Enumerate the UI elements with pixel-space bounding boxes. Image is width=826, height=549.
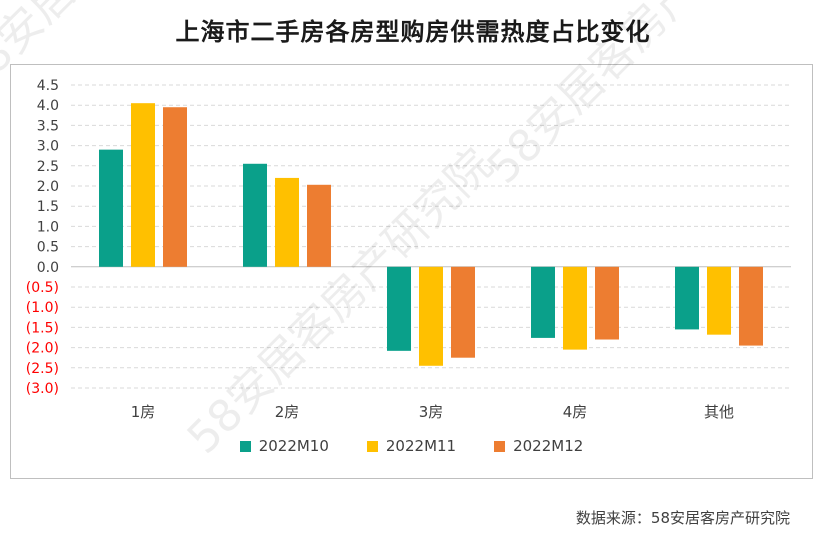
y-tick-label: 2.0 [37, 179, 59, 195]
y-tick-label: 1.0 [37, 219, 59, 235]
bar-chart: 4.5 4.0 3.5 3.0 2.5 2.0 1.5 1.0 0.5 0.0 (0.5) (1.0)… [26, 78, 791, 421]
legend: 2022M10 2022M11 2022M12 [10, 437, 813, 455]
bar-2022m10-2 [387, 266, 411, 351]
legend-label: 2022M11 [385, 437, 457, 455]
bars [99, 103, 763, 366]
y-tick-label: 0.5 [37, 240, 59, 256]
bar-2022m12-1 [307, 184, 331, 267]
x-tick-label: 2房 [275, 403, 300, 421]
y-tick-label: 3.0 [37, 139, 59, 155]
bar-2022m10-3 [531, 266, 555, 338]
chart-title: 上海市二手房各房型购房供需热度占比变化 [175, 18, 651, 46]
y-tick-label: (0.5) [26, 280, 59, 296]
x-tick-label: 1房 [131, 403, 156, 421]
legend-item-2022m12: 2022M12 [494, 437, 583, 455]
bar-2022m11-0 [131, 103, 155, 267]
y-tick-label: 4.5 [37, 78, 59, 94]
x-tick-label: 其他 [704, 403, 734, 421]
x-tick-label: 3房 [419, 403, 444, 421]
bar-2022m12-3 [595, 266, 619, 340]
bar-2022m12-0 [163, 107, 187, 267]
y-tick-label: (1.5) [26, 320, 59, 336]
legend-item-2022m10: 2022M10 [239, 437, 329, 455]
y-tick-label: 0.0 [37, 260, 59, 276]
source-note: 数据来源：58安居客房产研究院 [575, 509, 790, 527]
x-axis-tick-labels: 1房 2房 3房 4房 其他 [131, 403, 734, 421]
x-tick-label: 4房 [563, 403, 588, 421]
legend-swatch [494, 440, 506, 452]
legend-label: 2022M12 [513, 437, 584, 455]
bar-2022m11-2 [419, 266, 443, 366]
y-tick-label: 3.5 [37, 118, 59, 134]
gridlines [71, 84, 791, 389]
y-axis-tick-labels: 4.5 4.0 3.5 3.0 2.5 2.0 1.5 1.0 0.5 0.0 (0.5) (1.0)… [26, 78, 59, 397]
bar-2022m10-4 [675, 266, 699, 330]
legend-label: 2022M10 [258, 437, 329, 455]
y-tick-label: 1.5 [37, 199, 59, 215]
legend-swatch [239, 440, 251, 452]
legend-swatch [366, 440, 378, 452]
bar-2022m10-1 [243, 163, 267, 267]
y-tick-label: 2.5 [37, 159, 59, 175]
y-tick-label: 4.0 [37, 98, 59, 114]
y-tick-label: (2.0) [26, 341, 59, 357]
bar-2022m10-0 [99, 149, 123, 267]
bar-2022m11-3 [563, 266, 587, 350]
y-tick-label: (1.0) [26, 300, 59, 316]
bar-2022m11-4 [707, 266, 731, 335]
bar-2022m12-4 [739, 266, 763, 346]
legend-item-2022m11: 2022M11 [366, 437, 457, 455]
y-tick-label: (3.0) [26, 381, 59, 397]
y-tick-label: (2.5) [26, 361, 59, 377]
bar-2022m11-1 [275, 177, 299, 267]
chart-frame: 4.5 4.0 3.5 3.0 2.5 2.0 1.5 1.0 0.5 0.0 (0.5) (1.0)… [10, 64, 813, 479]
bar-2022m12-2 [451, 266, 475, 358]
